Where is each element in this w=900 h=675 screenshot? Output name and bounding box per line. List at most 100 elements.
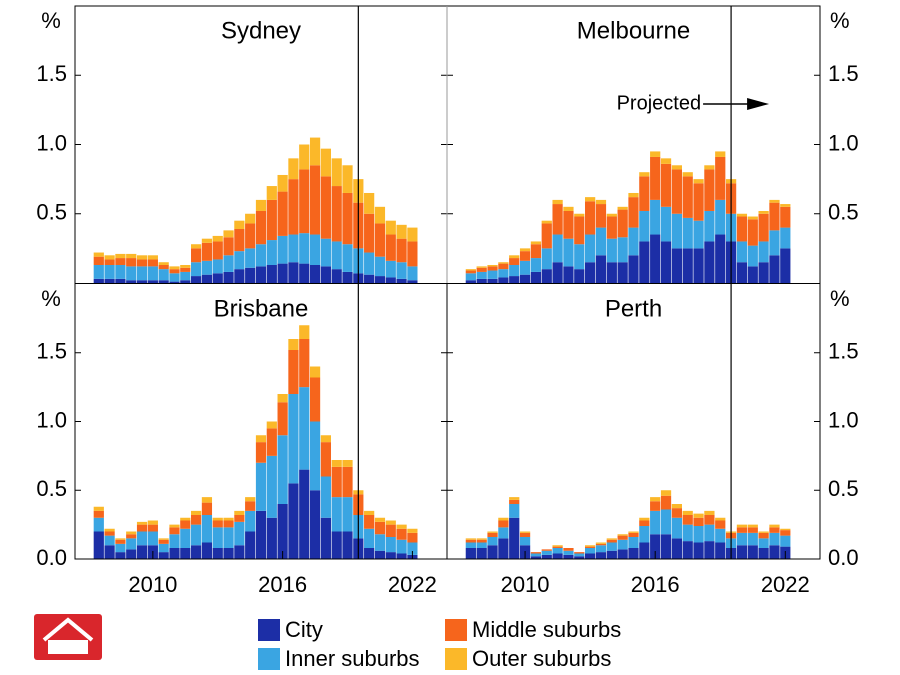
bar-segment — [509, 264, 520, 277]
bar-segment — [385, 277, 396, 283]
bar-segment — [201, 260, 213, 275]
bar-segment — [201, 515, 213, 543]
bar-segment — [331, 460, 342, 467]
bar-segment — [136, 521, 148, 525]
bar-segment — [465, 269, 476, 271]
bar-segment — [309, 377, 321, 422]
bar-segment — [780, 528, 791, 531]
bar-segment — [541, 550, 552, 555]
bar-segment — [396, 224, 407, 239]
bar-segment — [136, 255, 148, 260]
bar-segment — [277, 504, 288, 559]
bar-segment — [104, 255, 115, 260]
bar-segment — [115, 539, 126, 544]
bar-segment — [682, 248, 693, 283]
bar-segment — [169, 534, 180, 548]
bar-segment — [407, 532, 418, 543]
bar-segment — [255, 510, 267, 559]
bar-segment — [639, 176, 650, 211]
bar-segment — [147, 266, 158, 281]
bar-segment — [212, 273, 223, 283]
bar-segment — [693, 517, 704, 526]
bar-segment — [277, 394, 288, 403]
bar-segment — [126, 538, 137, 550]
bar-segment — [606, 238, 617, 263]
bar-segment — [277, 174, 288, 192]
bar-segment — [320, 148, 331, 177]
bar-segment — [574, 269, 585, 283]
bar-segment — [563, 266, 574, 283]
bar-segment — [331, 158, 342, 187]
bar-segment — [320, 476, 331, 518]
y-axis-unit: % — [830, 8, 850, 33]
bar-segment — [617, 237, 628, 263]
bar-segment — [169, 266, 180, 270]
bar-segment — [617, 262, 628, 283]
bar-segment — [158, 538, 169, 540]
panel-title: Brisbane — [214, 295, 309, 322]
bar-segment — [234, 269, 245, 283]
bar-segment — [671, 213, 682, 249]
bar-segment — [147, 259, 158, 267]
bar-segment — [498, 520, 509, 528]
bar-segment — [660, 206, 672, 242]
bar-segment — [487, 545, 498, 559]
bar-segment — [563, 238, 574, 267]
x-tick-label: 2022 — [761, 572, 810, 597]
bar-segment — [158, 280, 169, 283]
bar-segment — [407, 542, 418, 555]
bar-segment — [660, 509, 672, 535]
bar-segment — [476, 539, 487, 543]
bar-segment — [509, 504, 520, 518]
bar-segment — [299, 263, 310, 283]
x-tick-label: 2010 — [501, 572, 550, 597]
bar-segment — [606, 262, 617, 283]
bar-segment — [266, 455, 277, 518]
bar-segment — [288, 394, 299, 484]
bar-segment — [465, 539, 476, 543]
y-axis-unit: % — [41, 286, 61, 311]
bar-segment — [563, 554, 574, 559]
bar-segment — [191, 515, 202, 525]
bar-segment — [595, 199, 607, 205]
bar-segment — [309, 366, 321, 378]
bar-segment — [364, 213, 375, 253]
panel-title: Melbourne — [577, 17, 690, 44]
bar-segment — [650, 151, 661, 157]
bar-segment — [660, 490, 672, 496]
bar-segment — [628, 531, 639, 533]
bar-segment — [585, 548, 596, 554]
bar-segment — [180, 548, 191, 559]
bar-segment — [552, 553, 563, 559]
bar-segment — [509, 276, 520, 283]
bar-segment — [574, 552, 585, 554]
bar-segment — [309, 137, 321, 166]
bar-segment — [158, 262, 169, 265]
bar-segment — [342, 244, 353, 272]
bar-segment — [396, 238, 407, 263]
bar-segment — [671, 517, 682, 539]
bar-segment — [93, 256, 104, 265]
bar-segment — [255, 244, 267, 267]
bar-segment — [682, 515, 693, 525]
bar-segment — [552, 545, 563, 547]
bar-segment — [364, 274, 375, 283]
bar-segment — [342, 460, 353, 467]
bar-segment — [628, 532, 639, 537]
bar-segment — [201, 274, 213, 283]
bar-segment — [212, 241, 223, 260]
bar-segment — [309, 234, 321, 265]
bar-segment — [331, 466, 342, 498]
bar-segment — [682, 524, 693, 542]
bar-segment — [364, 548, 375, 559]
bar-segment — [234, 510, 245, 515]
bar-segment — [682, 541, 693, 559]
bar-segment — [180, 280, 191, 283]
bar-segment — [407, 241, 418, 267]
bar-segment — [704, 541, 715, 559]
y-tick-label: 0.5 — [828, 476, 859, 501]
bar-segment — [374, 256, 386, 277]
bar-segment — [266, 517, 277, 559]
bar-segment — [541, 223, 552, 249]
bar-segment — [234, 220, 245, 229]
